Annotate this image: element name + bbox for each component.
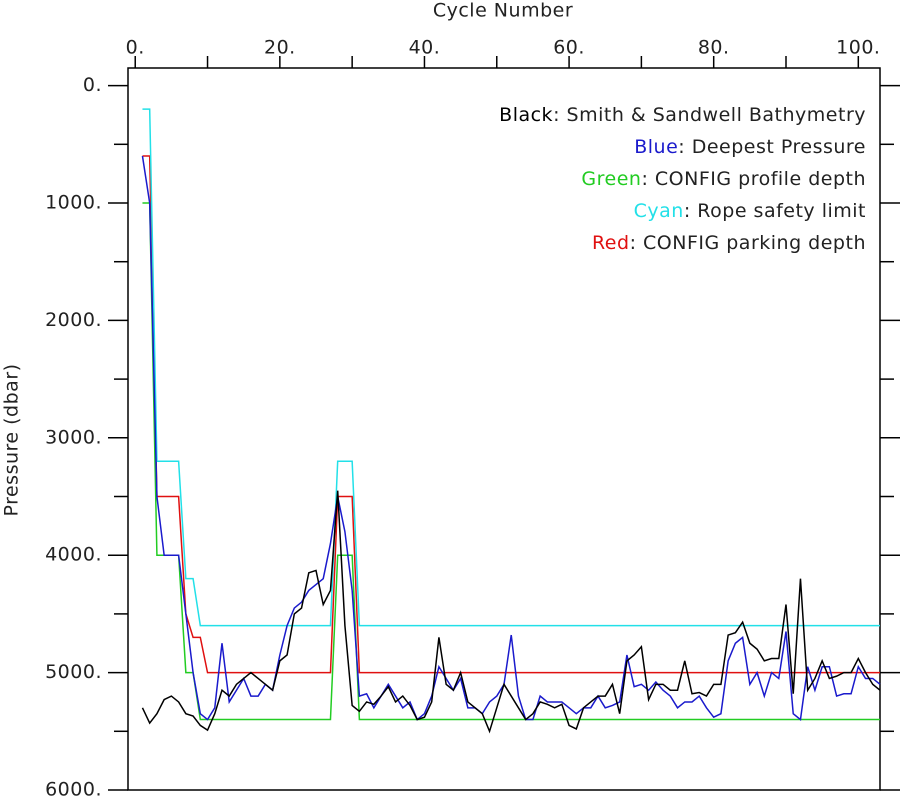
legend-separator: : [553, 104, 566, 126]
legend-entry: Blue: Deepest Pressure [634, 136, 866, 158]
legend-separator: : [641, 168, 654, 190]
legend-color-word: Black [499, 104, 553, 126]
legend-entry: Red: CONFIG parking depth [592, 232, 866, 254]
x-tick-label: 40. [409, 37, 441, 59]
y-tick-label: 2000. [45, 309, 102, 331]
legend-label: Smith & Sandwell Bathymetry [567, 104, 866, 126]
y-tick-label: 0. [83, 74, 102, 96]
legend-color-word: Red [592, 232, 630, 254]
legend-separator: : [678, 136, 691, 158]
legend-color-word: Blue [634, 136, 678, 158]
x-tick-label: 20. [264, 37, 296, 59]
legend-color-word: Green [581, 168, 641, 190]
series-line [142, 202, 880, 721]
series-line [141, 490, 881, 734]
x-tick-label: 80. [698, 37, 730, 59]
y-tick-label: 6000. [45, 779, 102, 800]
legend-separator: : [630, 232, 643, 254]
x-tick-label: 100. [836, 37, 880, 59]
legend-separator: : [684, 200, 697, 222]
legend-label: CONFIG parking depth [643, 232, 866, 254]
plot-frame [127, 67, 881, 791]
legend-entry: Green: CONFIG profile depth [581, 168, 866, 190]
legend-label: CONFIG profile depth [655, 168, 866, 190]
y-tick-label: 4000. [45, 544, 102, 566]
y-axis-title: Pressure (dbar) [1, 363, 23, 516]
x-tick-label: 60. [553, 37, 585, 59]
legend-entry: Cyan: Rope safety limit [634, 200, 866, 222]
x-tick-label: 0. [126, 37, 145, 59]
y-tick-label: 1000. [45, 192, 102, 214]
legend-label: Deepest Pressure [692, 136, 866, 158]
x-axis-title: Cycle Number [433, 0, 573, 22]
legend-color-word: Cyan [634, 200, 684, 222]
y-tick-label: 5000. [45, 661, 102, 683]
legend-label: Rope safety limit [697, 200, 866, 222]
legend-entry: Black: Smith & Sandwell Bathymetry [499, 104, 866, 126]
y-tick-label: 3000. [45, 426, 102, 448]
series-line [142, 108, 880, 627]
